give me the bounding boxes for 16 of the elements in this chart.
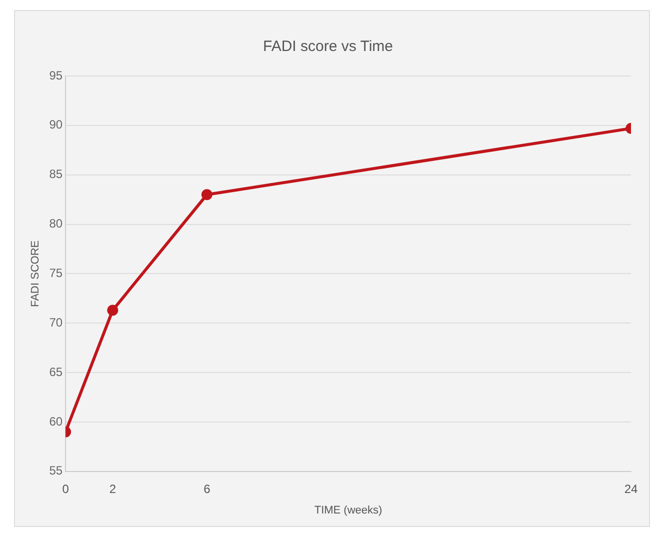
y-tick-label: 70 bbox=[49, 315, 63, 330]
y-tick-label: 65 bbox=[49, 364, 63, 379]
x-tick-label: 6 bbox=[204, 482, 211, 496]
chart-title: FADI score vs Time bbox=[262, 38, 394, 56]
y-tick-label: 55 bbox=[49, 464, 63, 478]
x-tick-label: 2 bbox=[109, 482, 116, 496]
y-axis-title: FADI SCORE bbox=[30, 240, 42, 308]
y-tick-label: 90 bbox=[49, 118, 63, 132]
x-tick-label: 24 bbox=[624, 482, 638, 496]
y-tick-label: 80 bbox=[49, 216, 63, 231]
y-tick-label: 60 bbox=[49, 414, 63, 428]
y-tick-label: 95 bbox=[49, 68, 63, 82]
y-tick-label: 75 bbox=[49, 266, 63, 280]
x-axis-title: TIME (weeks) bbox=[314, 504, 382, 516]
x-tick-label: 0 bbox=[62, 482, 70, 496]
y-tick-label: 85 bbox=[49, 167, 63, 182]
